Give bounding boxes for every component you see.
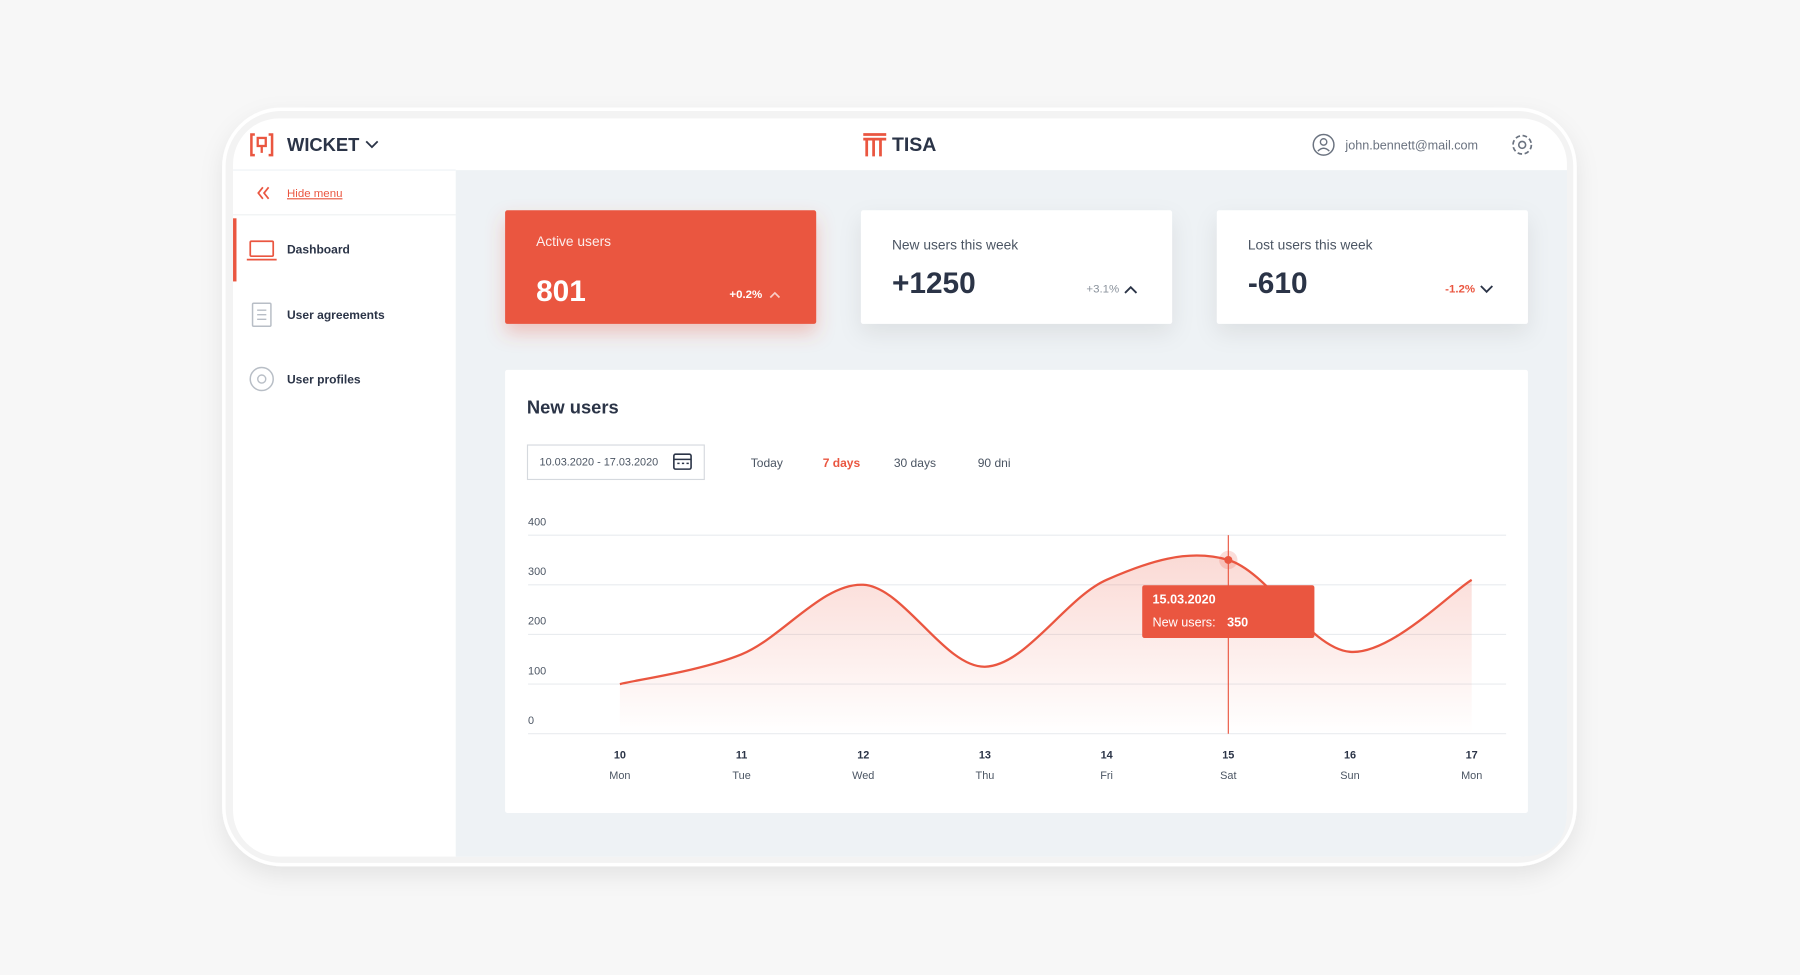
calendar-icon-detail xyxy=(673,458,692,465)
nav-icon xyxy=(249,366,274,392)
x-tick-sublabel: Sat xyxy=(1220,770,1236,782)
card-label: Lost users this week xyxy=(1248,237,1373,252)
x-tick-sublabel: Thu xyxy=(976,770,995,782)
range-filter[interactable]: 7 days xyxy=(823,456,861,470)
date-range: 10.03.2020 - 17.03.2020 xyxy=(540,457,659,469)
y-tick-label: 0 xyxy=(528,715,534,727)
nav-label: User agreements xyxy=(287,308,385,322)
stat-card[interactable]: Lost users this week -610 -1.2% xyxy=(1216,210,1528,324)
card-change: -1.2% xyxy=(1445,284,1475,296)
x-tick-sublabel: Mon xyxy=(1461,770,1482,782)
logo: TISA xyxy=(863,133,936,157)
point xyxy=(1224,555,1233,564)
date-picker[interactable]: 10.03.2020 - 17.03.2020 xyxy=(526,444,705,481)
tooltip xyxy=(1142,585,1315,639)
user-icon-head xyxy=(1319,138,1328,146)
card-label: New users this week xyxy=(892,237,1018,252)
card-change: +3.1% xyxy=(1086,284,1119,296)
nav-item[interactable]: User profiles xyxy=(249,366,361,392)
y-tick-label: 400 xyxy=(528,516,546,528)
brand-name: WICKET xyxy=(287,134,360,155)
trend-up xyxy=(769,291,781,299)
x-tick-sublabel: Fri xyxy=(1100,770,1113,782)
range-filter[interactable]: Today xyxy=(751,456,783,470)
nav-icon xyxy=(251,302,272,327)
dropdown-chevron xyxy=(365,140,379,149)
hide-menu-link: Hide menu xyxy=(287,188,342,200)
x-tick-label: 13 xyxy=(979,749,991,761)
nav-icon xyxy=(249,240,275,258)
x-tick-label: 12 xyxy=(857,749,869,761)
nav-icon-lines xyxy=(257,309,267,321)
card-label: Active users xyxy=(536,234,611,249)
card-value: 801 xyxy=(536,275,586,308)
gear-icon xyxy=(1512,134,1533,155)
settings-button[interactable] xyxy=(1512,134,1533,155)
nav-item[interactable]: Dashboard xyxy=(246,240,350,261)
y-tick-label: 100 xyxy=(528,665,546,677)
gear-icon-center xyxy=(1517,140,1527,150)
active-indicator xyxy=(233,218,237,282)
card-bg xyxy=(505,210,817,324)
date-box xyxy=(526,444,705,481)
logo-icon xyxy=(863,133,887,157)
y-tick-label: 300 xyxy=(528,566,546,578)
y-tick-label: 200 xyxy=(528,616,546,628)
trend-down xyxy=(1480,285,1493,294)
range-filter[interactable]: 90 dni xyxy=(978,456,1011,470)
calendar-icon xyxy=(673,453,692,470)
user-account[interactable]: john.bennett@mail.com xyxy=(1312,133,1478,156)
card-change: +0.2% xyxy=(729,289,762,301)
card-bg xyxy=(860,210,1173,324)
x-tick-sublabel: Sun xyxy=(1340,770,1359,782)
stat-card[interactable]: New users this week +1250 +3.1% xyxy=(860,210,1173,324)
x-tick-label: 10 xyxy=(614,749,626,761)
trend-up xyxy=(1124,285,1138,294)
brand-icon xyxy=(250,133,274,157)
x-tick-label: 14 xyxy=(1101,749,1113,761)
nav-label: User profiles xyxy=(287,372,361,386)
hide-menu-icon xyxy=(257,186,270,200)
chart-panel xyxy=(505,369,1528,813)
tooltip-label: New users: xyxy=(1153,615,1216,629)
user-email: john.bennett@mail.com xyxy=(1344,138,1478,152)
range-filter[interactable]: 30 days xyxy=(894,456,936,470)
hide-menu[interactable]: Hide menu xyxy=(257,186,342,200)
tooltip-value: 350 xyxy=(1227,615,1248,629)
card-value: +1250 xyxy=(892,267,976,300)
nav-label: Dashboard xyxy=(287,243,350,257)
stat-card[interactable]: Active users 801 +0.2% xyxy=(505,210,817,324)
brand-dropdown[interactable]: WICKET xyxy=(250,133,379,157)
x-tick-label: 11 xyxy=(736,749,748,761)
x-tick-sublabel: Mon xyxy=(609,770,630,782)
x-tick-label: 15 xyxy=(1222,749,1234,761)
x-tick-label: 17 xyxy=(1466,749,1478,761)
x-tick-sublabel: Tue xyxy=(732,770,750,782)
logo-text: TISA xyxy=(892,134,936,156)
nav-item[interactable]: User agreements xyxy=(251,302,386,327)
nav-icon-inner xyxy=(257,374,267,384)
card-value: -610 xyxy=(1248,267,1308,300)
x-tick-label: 16 xyxy=(1344,749,1356,761)
x-tick-sublabel: Wed xyxy=(852,770,874,782)
card-bg xyxy=(1216,210,1528,324)
tooltip-date: 15.03.2020 xyxy=(1153,592,1216,606)
user-icon-body xyxy=(1317,147,1330,152)
line xyxy=(619,554,1473,686)
user-icon xyxy=(1312,133,1335,156)
chart-title: New users xyxy=(527,397,619,418)
